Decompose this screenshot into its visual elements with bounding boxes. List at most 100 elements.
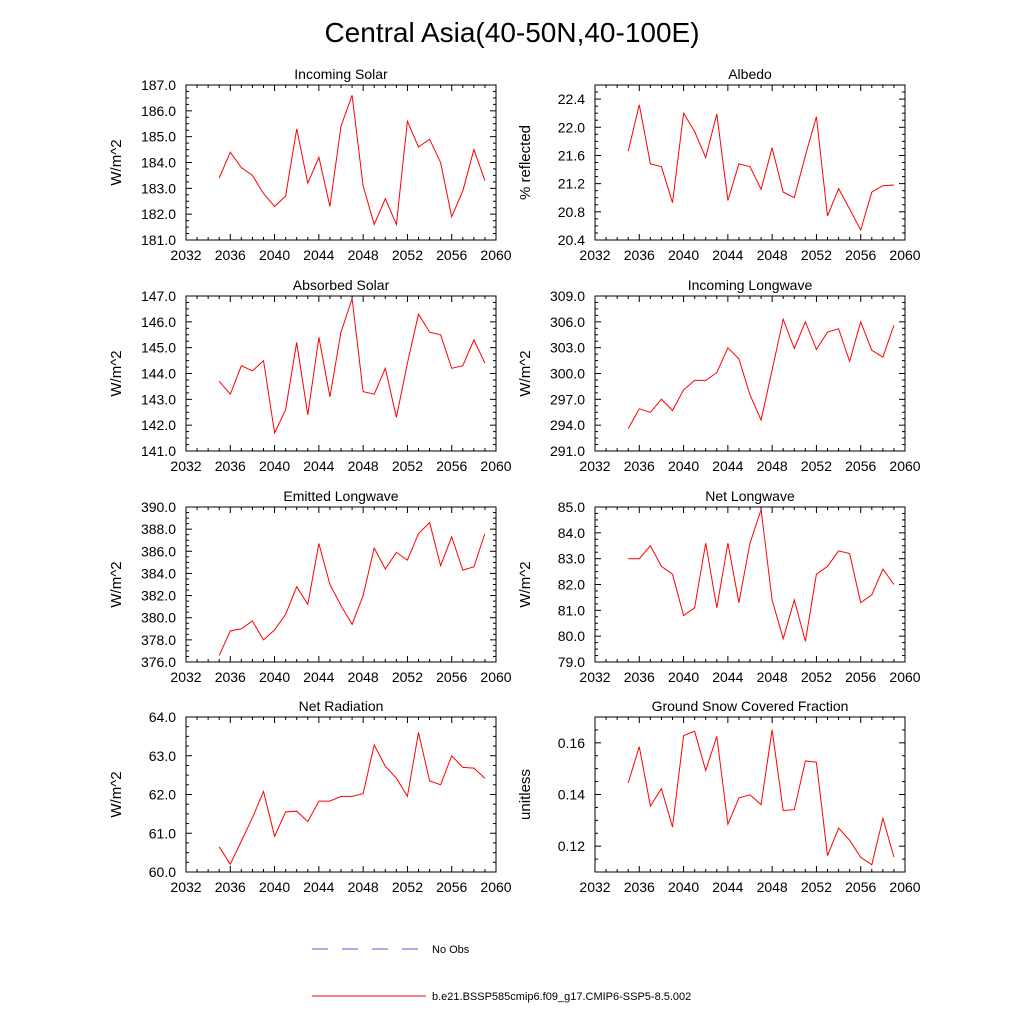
x-tick-label: 2040 xyxy=(259,669,290,685)
y-tick-label: 0.14 xyxy=(558,787,585,803)
x-tick-label: 2040 xyxy=(668,247,699,263)
y-tick-label: 22.4 xyxy=(558,91,585,107)
y-tick-label: 185.0 xyxy=(141,129,176,145)
x-tick-label: 2056 xyxy=(845,458,876,474)
y-tick-label: 183.0 xyxy=(141,180,176,196)
y-tick-label: 187.0 xyxy=(141,77,176,93)
x-tick-label: 2052 xyxy=(392,458,423,474)
y-tick-label: 294.0 xyxy=(550,417,585,433)
panel-3: Incoming Longwave W/m^2 2032 2036 2040 2044 20… xyxy=(517,277,921,474)
x-tick-label: 2052 xyxy=(392,879,423,895)
y-tick-label: 144.0 xyxy=(141,366,176,382)
x-tick-label: 2060 xyxy=(889,669,920,685)
y-tick-label: 384.0 xyxy=(141,565,176,581)
y-tick-label: 380.0 xyxy=(141,610,176,626)
x-tick-label: 2052 xyxy=(392,669,423,685)
x-tick-label: 2044 xyxy=(303,458,334,474)
x-tick-label: 2032 xyxy=(170,879,201,895)
x-tick-label: 2032 xyxy=(579,879,610,895)
x-tick-label: 2060 xyxy=(480,879,511,895)
x-tick-label: 2060 xyxy=(889,458,920,474)
x-tick-label: 2032 xyxy=(579,669,610,685)
y-tick-label: 182.0 xyxy=(141,206,176,222)
x-tick-label: 2056 xyxy=(436,879,467,895)
y-tick-label: 80.0 xyxy=(558,628,585,644)
plot-frame xyxy=(594,506,906,663)
y-tick-label: 146.0 xyxy=(141,314,176,330)
x-tick-label: 2044 xyxy=(303,879,334,895)
x-tick-label: 2032 xyxy=(579,458,610,474)
y-tick-label: 79.0 xyxy=(558,654,585,670)
y-tick-label: 83.0 xyxy=(558,551,585,567)
series-line-0 xyxy=(218,298,486,435)
x-tick-label: 2036 xyxy=(215,669,246,685)
y-tick-label: 382.0 xyxy=(141,588,176,604)
y-tick-label: 62.0 xyxy=(149,787,176,803)
x-tick-label: 2040 xyxy=(668,458,699,474)
x-tick-label: 2048 xyxy=(757,879,788,895)
series-line-0 xyxy=(628,509,895,642)
x-tick-label: 2040 xyxy=(259,247,290,263)
y-tick-label: 20.8 xyxy=(558,204,585,220)
panel-title: Emitted Longwave xyxy=(283,488,398,504)
plot-frame xyxy=(185,716,497,873)
x-tick-label: 2040 xyxy=(259,879,290,895)
y-axis-label: W/m^2 xyxy=(108,139,125,185)
x-tick-label: 2048 xyxy=(757,458,788,474)
y-tick-label: 300.0 xyxy=(550,366,585,382)
y-tick-label: 21.2 xyxy=(558,176,585,192)
panel-title: Net Radiation xyxy=(299,698,384,714)
x-tick-label: 2036 xyxy=(215,247,246,263)
y-tick-label: 22.0 xyxy=(558,119,585,135)
y-axis-label: W/m^2 xyxy=(108,350,125,396)
y-tick-label: 147.0 xyxy=(141,288,176,304)
x-tick-label: 2036 xyxy=(215,458,246,474)
y-tick-label: 81.0 xyxy=(558,602,585,618)
x-tick-label: 2056 xyxy=(845,669,876,685)
x-tick-label: 2036 xyxy=(624,458,655,474)
x-tick-label: 2048 xyxy=(348,247,379,263)
x-tick-label: 2044 xyxy=(712,458,743,474)
x-tick-label: 2048 xyxy=(757,247,788,263)
y-tick-label: 82.0 xyxy=(558,577,585,593)
x-tick-label: 2036 xyxy=(624,247,655,263)
x-tick-label: 2060 xyxy=(480,669,511,685)
panel-2: Absorbed Solar W/m^2 2032 2036 2040 2044 2048 2… xyxy=(108,277,512,474)
panel-title: Ground Snow Covered Fraction xyxy=(652,698,849,714)
panels: Incoming Solar W/m^2 2032 2036 2040 2044 2048 2… xyxy=(108,66,921,895)
x-tick-label: 2060 xyxy=(480,458,511,474)
x-tick-label: 2056 xyxy=(845,879,876,895)
x-tick-label: 2040 xyxy=(668,669,699,685)
y-tick-label: 303.0 xyxy=(550,340,585,356)
x-tick-label: 2040 xyxy=(259,458,290,474)
x-tick-label: 2044 xyxy=(303,247,334,263)
x-tick-label: 2060 xyxy=(889,879,920,895)
x-tick-label: 2052 xyxy=(801,879,832,895)
y-tick-label: 388.0 xyxy=(141,521,176,537)
y-tick-label: 306.0 xyxy=(550,314,585,330)
plot-frame xyxy=(594,295,906,452)
x-tick-label: 2032 xyxy=(170,247,201,263)
x-tick-label: 2044 xyxy=(712,669,743,685)
panel-4: Emitted Longwave W/m^2 2032 2036 2040 2044 204… xyxy=(108,488,512,685)
y-axis-label: W/m^2 xyxy=(517,561,534,607)
x-tick-label: 2044 xyxy=(303,669,334,685)
y-tick-label: 142.0 xyxy=(141,417,176,433)
x-tick-label: 2048 xyxy=(348,458,379,474)
y-tick-label: 20.4 xyxy=(558,232,585,248)
x-tick-label: 2048 xyxy=(757,669,788,685)
series-line-0 xyxy=(218,95,486,227)
y-tick-label: 184.0 xyxy=(141,155,176,171)
x-tick-label: 2056 xyxy=(845,247,876,263)
legend-model-label: b.e21.BSSP585cmip6.f09_g17.CMIP6-SSP5-8.… xyxy=(432,991,691,1003)
panel-title: Absorbed Solar xyxy=(293,277,390,293)
series-line-0 xyxy=(627,729,895,866)
panel-6: Net Radiation W/m^2 2032 2036 2040 2044 2048 20… xyxy=(108,698,512,895)
panel-title: Incoming Longwave xyxy=(688,277,813,293)
panel-0: Incoming Solar W/m^2 2032 2036 2040 2044 2048 2… xyxy=(108,66,512,263)
x-tick-label: 2048 xyxy=(348,879,379,895)
y-axis-label: W/m^2 xyxy=(108,771,125,817)
y-tick-label: 0.16 xyxy=(558,735,585,751)
y-tick-label: 309.0 xyxy=(550,288,585,304)
legend: No Obs b.e21.BSSP585cmip6.f09_g17.CMIP6-… xyxy=(312,944,691,1003)
